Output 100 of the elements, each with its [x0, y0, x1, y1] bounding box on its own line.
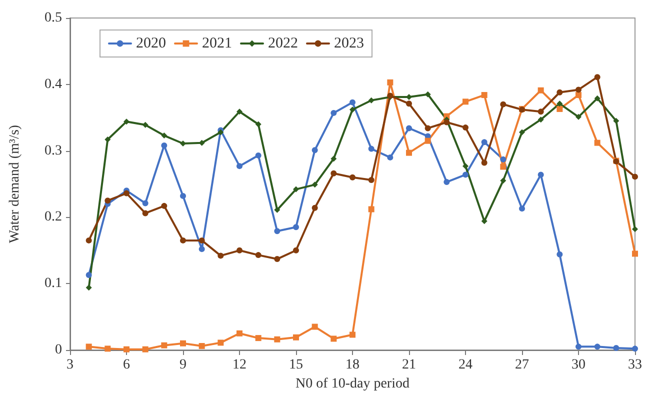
- point: [613, 345, 620, 352]
- point: [142, 346, 148, 352]
- point: [556, 106, 563, 112]
- point: [330, 156, 337, 162]
- point: [519, 206, 525, 212]
- point: [86, 344, 92, 350]
- point: [632, 346, 638, 352]
- point: [500, 101, 506, 108]
- point: [481, 160, 488, 166]
- x-tick-label: 3: [66, 358, 74, 372]
- point: [124, 190, 130, 196]
- point: [312, 182, 318, 188]
- point: [632, 174, 638, 180]
- point: [274, 228, 280, 234]
- point: [274, 256, 280, 262]
- point: [594, 140, 600, 146]
- point: [424, 125, 431, 132]
- point: [142, 210, 148, 216]
- x-tick-label: 9: [180, 358, 186, 372]
- point: [538, 116, 544, 123]
- y-tick-label: 0: [55, 342, 62, 358]
- x-axis-title: N0 of 10-day period: [296, 376, 410, 392]
- point: [368, 206, 374, 212]
- point: [594, 74, 600, 80]
- point: [462, 172, 468, 178]
- x-tick-label: 21: [402, 358, 416, 372]
- point: [538, 108, 544, 115]
- point: [180, 237, 186, 244]
- x-tick-label: 33: [628, 358, 642, 372]
- point: [312, 204, 318, 211]
- point: [350, 106, 356, 113]
- point: [350, 174, 356, 180]
- y-tick-label: 0.3: [44, 143, 62, 158]
- point: [274, 206, 280, 213]
- point: [444, 179, 450, 186]
- point: [293, 334, 299, 340]
- point: [387, 154, 394, 160]
- point: [594, 344, 600, 350]
- y-tick-label: 0.2: [44, 210, 62, 225]
- point: [481, 218, 488, 224]
- point: [255, 252, 262, 258]
- legend-label: 2023: [334, 36, 364, 52]
- point: [594, 95, 600, 102]
- point: [198, 237, 205, 244]
- x-tick-label: 30: [572, 358, 586, 372]
- point: [293, 186, 299, 192]
- x-tick-label: 24: [458, 358, 472, 372]
- point: [86, 272, 92, 278]
- point: [161, 142, 168, 148]
- point: [576, 92, 582, 98]
- point: [104, 198, 111, 204]
- point: [387, 79, 394, 86]
- legend-label: 2022: [268, 36, 298, 52]
- point: [293, 247, 299, 254]
- point: [424, 138, 431, 144]
- point: [255, 335, 262, 342]
- point: [255, 121, 262, 128]
- point: [330, 170, 337, 176]
- point: [124, 118, 130, 125]
- y-tick-label: 0.5: [44, 10, 62, 26]
- point: [576, 344, 582, 350]
- point: [538, 87, 544, 94]
- point: [444, 119, 450, 126]
- x-tick-label: 6: [123, 358, 130, 372]
- point: [86, 237, 92, 244]
- point: [330, 110, 337, 116]
- legend-label: 2020: [136, 36, 166, 52]
- point: [500, 178, 506, 184]
- point: [576, 86, 582, 93]
- point: [180, 340, 186, 346]
- point: [104, 346, 111, 352]
- point: [368, 177, 374, 184]
- point: [632, 250, 638, 257]
- point: [462, 98, 468, 105]
- point: [406, 100, 412, 107]
- point: [198, 343, 205, 350]
- y-tick-label: 0.4: [44, 76, 62, 92]
- point: [142, 122, 148, 128]
- point: [236, 247, 242, 254]
- point: [142, 200, 148, 206]
- point: [462, 124, 468, 131]
- point: [424, 91, 431, 98]
- point: [312, 324, 318, 330]
- point: [556, 100, 563, 107]
- point: [161, 132, 168, 139]
- x-tick-label: 15: [289, 358, 303, 372]
- point: [368, 97, 374, 104]
- point: [500, 164, 506, 170]
- point: [330, 336, 337, 342]
- y-tick-label: 0.1: [44, 276, 62, 292]
- point: [218, 340, 224, 346]
- point: [350, 99, 356, 106]
- point: [274, 336, 280, 342]
- point: [556, 251, 563, 258]
- point: [236, 330, 242, 336]
- point: [481, 92, 488, 98]
- point: [124, 346, 130, 352]
- point: [236, 163, 242, 170]
- point: [198, 246, 205, 252]
- point: [161, 202, 168, 209]
